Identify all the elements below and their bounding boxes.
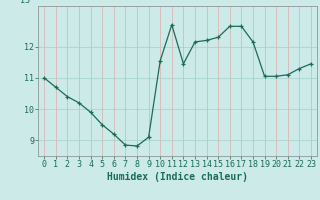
- X-axis label: Humidex (Indice chaleur): Humidex (Indice chaleur): [107, 172, 248, 182]
- Text: 13: 13: [20, 0, 30, 5]
